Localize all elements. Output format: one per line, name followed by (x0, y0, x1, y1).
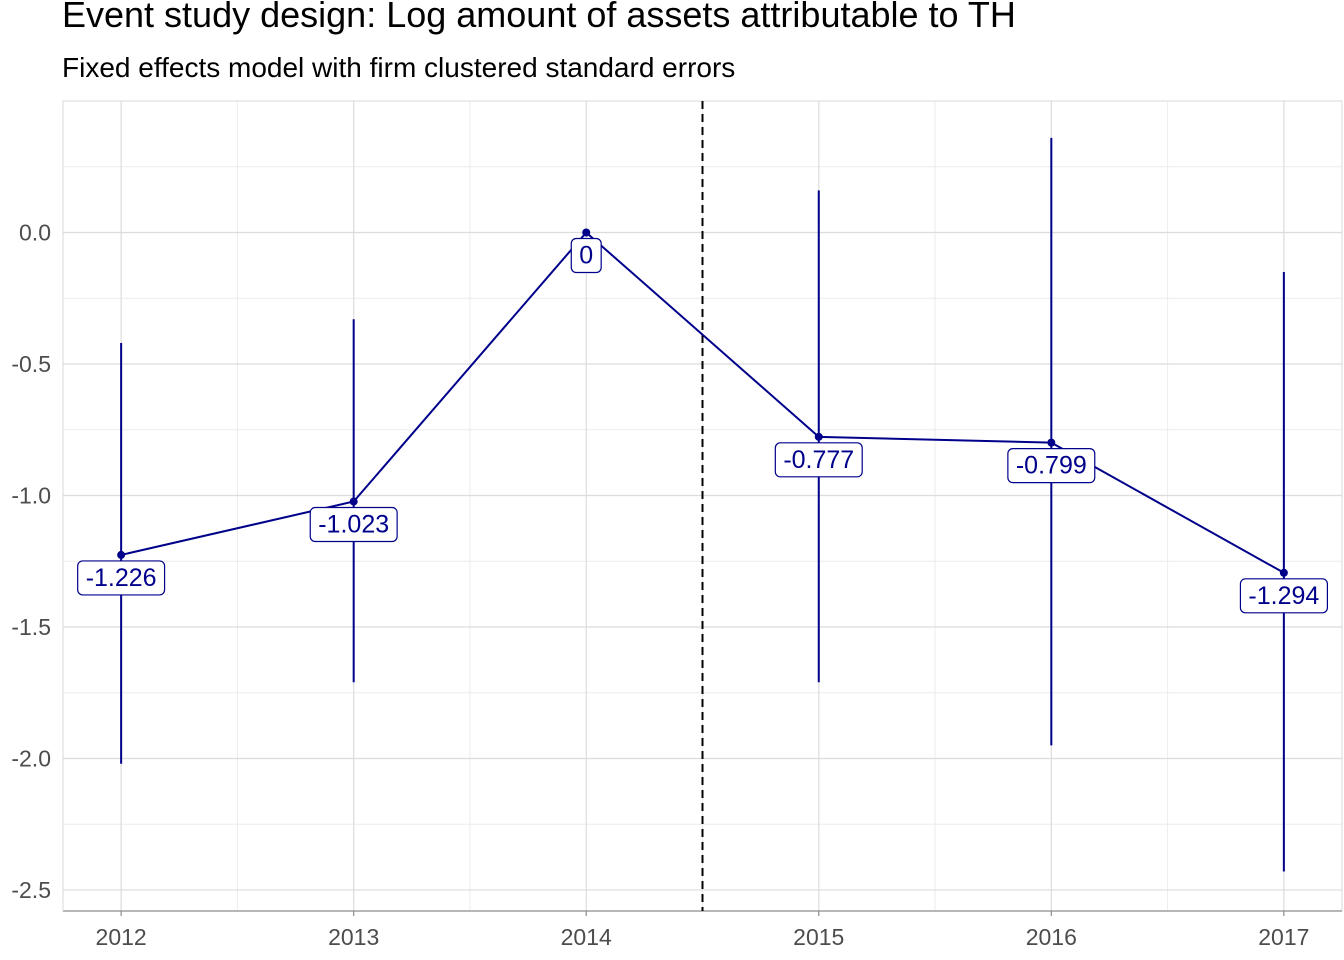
point-label-text: -1.226 (86, 564, 157, 592)
point-label-box (1007, 448, 1096, 484)
point-label-text: -0.777 (783, 446, 854, 474)
point-label-box (774, 442, 863, 478)
data-point-2012 (117, 550, 126, 559)
x-tick-label: 2016 (1026, 924, 1077, 950)
point-label-2017: -1.294 (1239, 578, 1329, 614)
data-points (117, 228, 1288, 577)
x-tick-label: 2014 (561, 924, 612, 950)
point-label-2015: -0.777 (774, 442, 863, 478)
point-label-text: 0 (579, 241, 593, 269)
y-tick-label: -1.0 (11, 482, 51, 508)
y-tick-label: -2.0 (11, 745, 51, 771)
point-label-2014: 0 (570, 237, 602, 274)
point-label-2013: -1.023 (309, 506, 398, 543)
point-label-box (77, 560, 166, 596)
y-tick-label: -1.5 (11, 614, 51, 640)
y-tick-label: -2.5 (11, 877, 51, 903)
y-tick-labels: 0.0 -0.5 -1.0 -1.5 -2.0 -2.5 (11, 219, 51, 902)
y-tick-label: -0.5 (11, 351, 51, 377)
x-tick-label: 2017 (1258, 924, 1309, 950)
x-tick-label: 2015 (793, 924, 844, 950)
y-tick-label: 0.0 (19, 219, 51, 245)
point-label-box (1239, 578, 1329, 614)
point-label-text: -1.023 (318, 511, 389, 539)
point-label-box (309, 506, 398, 543)
point-label-2016: -0.799 (1007, 448, 1096, 484)
data-point-2014 (582, 228, 591, 237)
x-tick-label: 2013 (328, 924, 379, 950)
point-label-2012: -1.226 (77, 560, 166, 596)
point-labels: -1.226 -1.023 0 -0.777 -0.799 -1.294 (77, 237, 1329, 614)
point-label-text: -1.294 (1248, 582, 1319, 610)
chart-title: Event study design: Log amount of assets… (62, 0, 1016, 35)
point-label-text: -0.799 (1016, 452, 1087, 480)
chart-subtitle: Fixed effects model with firm clustered … (62, 52, 736, 83)
data-point-2016 (1047, 438, 1056, 447)
x-tick-labels: 2012 2013 2014 2015 2016 2017 (96, 911, 1309, 950)
x-tick-label: 2012 (96, 924, 147, 950)
data-point-2017 (1279, 568, 1288, 577)
data-point-2013 (349, 497, 358, 506)
point-label-box (570, 237, 602, 274)
data-point-2015 (814, 432, 823, 441)
